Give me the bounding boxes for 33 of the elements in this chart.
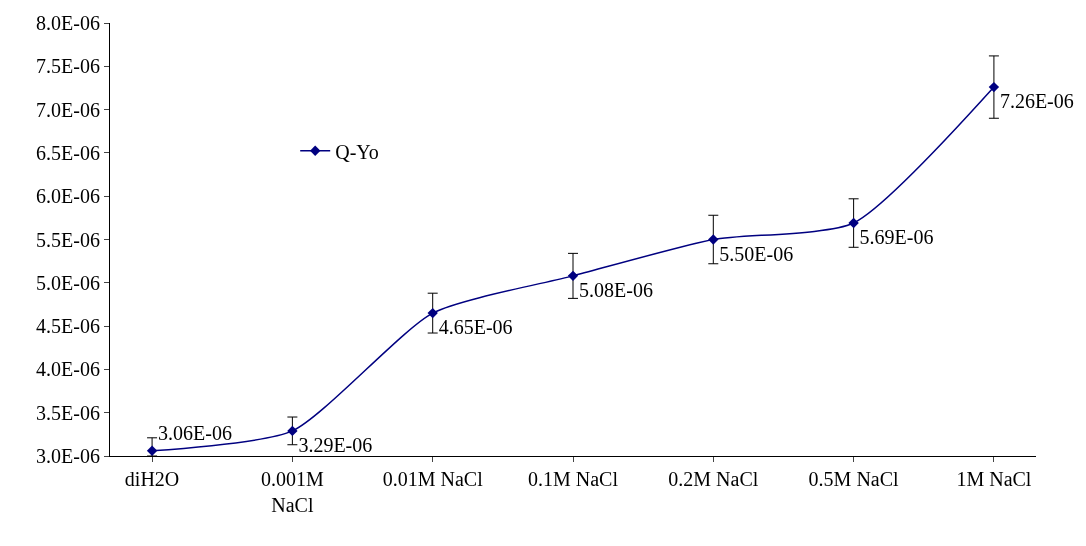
y-tick-label: 6.5E-06 bbox=[36, 141, 100, 164]
x-tick-label: diH2O bbox=[124, 468, 180, 490]
y-tick-label: 7.0E-06 bbox=[36, 98, 100, 121]
y-tick-label: 8.0E-06 bbox=[36, 12, 100, 34]
point bbox=[708, 234, 719, 245]
data-label: 5.69E-06 bbox=[859, 226, 934, 249]
x-tick-label: 0.2M NaCl bbox=[668, 468, 759, 490]
y-tick-label: 7.5E-06 bbox=[36, 55, 100, 78]
point bbox=[146, 445, 158, 456]
data-label: 7.26E-06 bbox=[999, 90, 1074, 113]
point bbox=[287, 425, 298, 437]
y-tick-label: 3.0E-06 bbox=[36, 445, 100, 467]
point bbox=[427, 307, 438, 319]
x-tick-label: 0.1M NaCl bbox=[528, 468, 619, 490]
y-tick-label: 6.0E-06 bbox=[36, 185, 100, 208]
legend-label: Q-Yo bbox=[335, 140, 379, 163]
data-label: 3.29E-06 bbox=[298, 433, 373, 456]
data-label: 3.06E-06 bbox=[158, 421, 232, 444]
y-tick-label: 5.0E-06 bbox=[36, 271, 100, 294]
y-tick-label: 3.5E-06 bbox=[36, 401, 100, 424]
data-label: 4.65E-06 bbox=[438, 316, 513, 339]
point bbox=[988, 81, 1000, 93]
y-tick-label: 4.0E-06 bbox=[36, 358, 100, 381]
point bbox=[848, 217, 859, 229]
x-tick-label: 0.01M NaCl bbox=[382, 468, 484, 490]
x-tick-label: 1M NaCl bbox=[956, 468, 1032, 490]
y-tick-label: 5.5E-06 bbox=[36, 228, 100, 251]
data-label: 5.50E-06 bbox=[719, 242, 794, 265]
x-tick-label: 0.001M NaCl bbox=[260, 468, 324, 516]
x-tick-label: 0.5M NaCl bbox=[808, 468, 900, 490]
point bbox=[567, 270, 579, 282]
y-tick-label: 4.5E-06 bbox=[36, 315, 100, 338]
data-label: 5.08E-06 bbox=[579, 278, 653, 301]
